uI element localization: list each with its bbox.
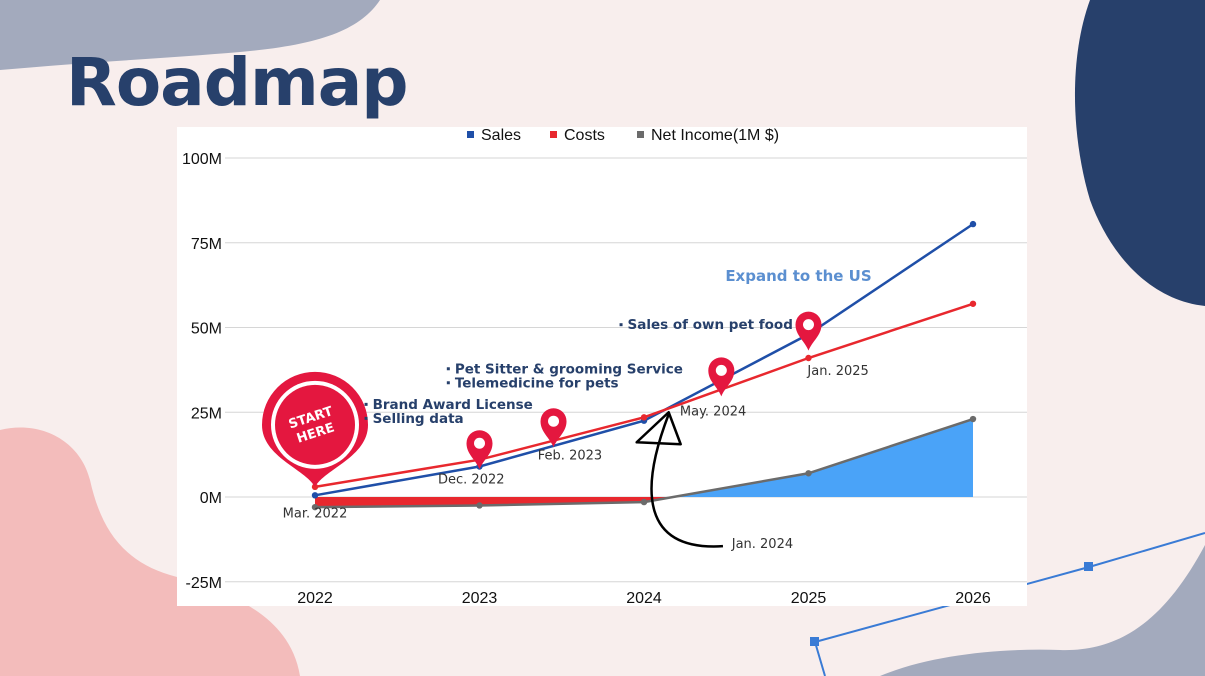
costs-point <box>969 300 977 307</box>
net-income-1m-point <box>805 470 812 477</box>
note-bullet <box>446 381 450 385</box>
y-tick-label: 0M <box>200 490 222 507</box>
costs-point <box>805 354 812 362</box>
location-pin-icon <box>708 357 735 397</box>
background-shape-top-right <box>1074 0 1205 306</box>
milestone-date-label: May. 2024 <box>680 405 746 420</box>
background-shape-bottom-right <box>880 545 1205 676</box>
note-bullet <box>364 402 368 406</box>
y-tick-label: 50M <box>191 321 222 338</box>
legend-swatch <box>467 131 474 138</box>
milestone-note: Selling data <box>373 411 464 427</box>
note-bullet <box>364 416 368 420</box>
legend-label: Costs <box>564 127 605 144</box>
milestone-arrow <box>650 413 724 548</box>
x-tick-label: 2023 <box>462 590 498 606</box>
milestone-note: Pet Sitter & grooming Service <box>455 361 683 377</box>
net-income-negative-band <box>315 497 674 508</box>
chart-panel: 100M 75M 50M 25M 0M -25M 2022 2023 2024 2025 2026 S… <box>177 127 1027 606</box>
milestone-date-label: Mar. 2022 <box>283 506 348 521</box>
milestone-arrow-head <box>635 411 682 446</box>
x-tick-label: 2026 <box>955 590 991 606</box>
net-income-1m-point <box>969 415 977 423</box>
sales-point <box>969 220 977 228</box>
x-tick-label: 2022 <box>297 590 333 606</box>
costs-point <box>640 414 648 421</box>
legend-swatch <box>637 131 644 138</box>
milestone-note: Telemedicine for pets <box>455 375 619 391</box>
milestone-note: Sales of own pet food <box>628 317 793 333</box>
expand-us-label: Expand to the US <box>725 267 871 285</box>
note-bullet <box>446 367 450 371</box>
sales-point <box>311 492 319 499</box>
legend-label: Sales <box>481 127 521 144</box>
location-pin-icon <box>795 311 822 351</box>
legend-label: Net Income(1M $) <box>651 127 779 144</box>
y-tick-label: 25M <box>191 405 222 422</box>
background-shape-top-left <box>0 0 380 70</box>
legend-swatch <box>550 131 557 138</box>
y-tick-label: 75M <box>191 236 222 253</box>
milestone-date-label: Jan. 2025 <box>806 364 868 379</box>
x-tick-label: 2024 <box>626 590 662 606</box>
milestone-date-label: Dec. 2022 <box>438 472 505 487</box>
roadmap-chart: 100M 75M 50M 25M 0M -25M 2022 2023 2024 2025 2026 S… <box>182 127 1027 606</box>
slide-title: Roadmap <box>66 44 408 121</box>
location-pin-icon <box>466 430 493 470</box>
milestone-note: Brand Award License <box>373 397 533 413</box>
net-income-1m-point <box>311 503 319 511</box>
background-shape-bottom-left <box>0 427 300 676</box>
net-income-1m-point <box>640 498 648 506</box>
y-tick-label: 100M <box>182 151 222 168</box>
y-tick-label: -25M <box>186 575 222 592</box>
note-bullet <box>619 323 623 327</box>
location-pin-icon <box>540 408 567 448</box>
net-income-area <box>673 419 973 497</box>
net-income-1m-point <box>476 502 483 509</box>
x-tick-label: 2025 <box>791 590 827 606</box>
milestone-date-label: Jan. 2024 <box>731 537 793 552</box>
milestone-date-label: Feb. 2023 <box>538 449 602 464</box>
chart-legend: Sales Costs Net Income(1M $) <box>467 127 779 144</box>
